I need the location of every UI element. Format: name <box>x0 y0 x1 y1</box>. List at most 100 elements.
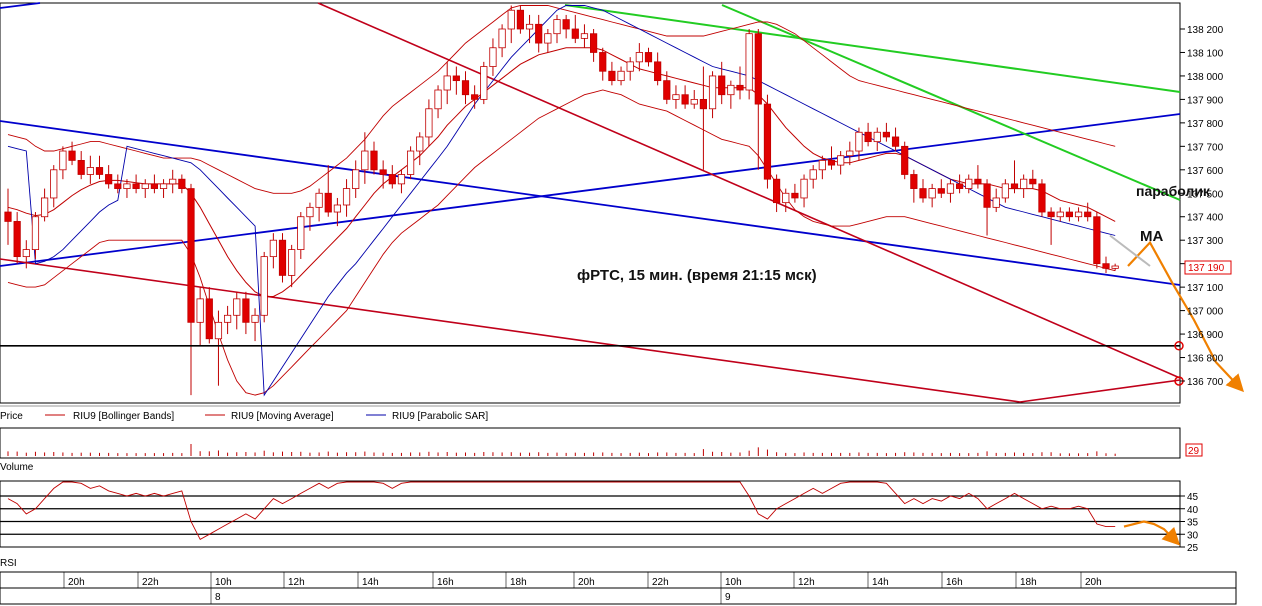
candle-body <box>178 178 186 189</box>
candle-body <box>1029 178 1037 185</box>
time-tick-label: 20h <box>1085 577 1102 588</box>
candle-body <box>507 9 515 30</box>
candle-body <box>580 33 589 39</box>
candle-body <box>141 183 149 189</box>
candle-body <box>901 145 909 175</box>
candle-body <box>516 9 525 30</box>
candle-body <box>251 314 259 323</box>
candle-body <box>1102 263 1110 269</box>
candle-body <box>1020 178 1028 189</box>
candle-body <box>535 23 543 44</box>
trendline-green-2 <box>721 4 1181 201</box>
candle-body <box>1065 211 1073 218</box>
candles <box>4 5 1119 396</box>
candle-body <box>525 23 534 30</box>
time-axis: 20h 22h 10h 12h 14h 16h 18h 20h 22h 10h 12h 14h 16h 1… <box>0 571 1237 605</box>
candle-body <box>86 167 94 175</box>
candle-body <box>699 99 708 110</box>
volume-pane: 29 Volume <box>0 427 1203 473</box>
candle-body <box>690 99 698 105</box>
candle-body <box>956 183 964 189</box>
candle-body <box>333 204 342 213</box>
candle-body <box>590 33 598 53</box>
volume-label: Volume <box>0 462 34 473</box>
candle-body <box>1093 216 1101 265</box>
candle-body <box>59 150 67 171</box>
candle-body <box>644 52 653 63</box>
volume-bars <box>7 444 1116 456</box>
chart-annotation: фРТС, 15 мин. (время 21:15 мск) <box>577 267 817 284</box>
candle-body <box>1010 183 1019 189</box>
price-axis: 138 200 138 100 138 000 137 900 137 800 137 7… <box>1180 25 1224 388</box>
price-tick-label: 137 000 <box>1187 307 1224 318</box>
time-tick-label: 22h <box>652 577 669 588</box>
ma-projection-line <box>1109 234 1151 267</box>
candle-body <box>68 150 76 161</box>
price-tick-label: 137 900 <box>1187 95 1224 106</box>
candle-body <box>635 52 643 63</box>
candle-body <box>397 174 406 185</box>
trendline-green-1 <box>564 4 1181 93</box>
price-tick-label: 136 900 <box>1187 330 1224 341</box>
candle-body <box>205 298 213 340</box>
rsi-tick-label: 45 <box>1187 492 1199 503</box>
current-price-label: 137 190 <box>1188 263 1225 274</box>
candle-body <box>452 75 460 82</box>
ma-label: МА <box>1140 228 1163 245</box>
candle-body <box>745 33 753 91</box>
time-tick-label: 20h <box>68 577 85 588</box>
candle-body <box>297 216 305 250</box>
candle-body <box>379 169 387 175</box>
candle-body <box>928 188 936 199</box>
candle-body <box>306 206 314 218</box>
candle-body <box>105 174 113 185</box>
trendline-red-upper <box>317 2 1181 379</box>
current-price-tag: 137 190 <box>1184 260 1232 275</box>
candle-body <box>736 84 744 91</box>
candle-body <box>425 108 433 138</box>
candle-body <box>269 239 277 258</box>
candle-body <box>41 197 49 218</box>
candle-body <box>827 160 836 166</box>
candle-body <box>150 183 158 189</box>
rsi-line <box>7 481 1181 546</box>
candle-body <box>95 167 104 175</box>
candle-body <box>708 75 717 110</box>
time-tick-label: 14h <box>362 577 379 588</box>
legend-sar: RIU9 [Parabolic SAR] <box>392 411 488 422</box>
candle-body <box>800 178 808 199</box>
volume-value-label: 29 <box>1188 446 1200 457</box>
candle-body <box>434 89 442 110</box>
time-tick-label: 10h <box>215 577 232 588</box>
price-tick-label: 137 600 <box>1187 166 1224 177</box>
candle-body <box>196 298 204 323</box>
rsi-tick-label: 30 <box>1187 530 1199 541</box>
candle-body <box>461 80 470 96</box>
candle-body <box>352 169 360 189</box>
price-tick-label: 137 500 <box>1187 189 1224 200</box>
candle-body <box>1084 211 1092 218</box>
candle-body <box>288 249 296 276</box>
rsi-levels <box>0 495 1180 535</box>
price-forecast-arrow <box>1127 240 1245 393</box>
candle-body <box>31 216 40 250</box>
rsi-tick-label: 40 <box>1187 505 1199 516</box>
candle-body <box>77 160 85 175</box>
candle-body <box>370 150 378 171</box>
rsi-tick-label: 25 <box>1187 543 1199 554</box>
rsi-path <box>7 481 1116 541</box>
candle-body <box>1047 211 1055 218</box>
candle-body <box>544 33 552 44</box>
legend-price: Price <box>0 411 23 422</box>
candle-body <box>50 169 58 199</box>
horizontal-levels <box>0 341 1184 386</box>
parabolic-sar-path <box>7 5 1116 397</box>
bollinger-upper-line <box>7 5 1116 194</box>
candle-body <box>498 28 506 49</box>
candle-body <box>773 178 781 204</box>
rsi-forecast-arrow <box>1123 520 1181 546</box>
parabolic-sar-line <box>7 5 1116 397</box>
candle-body <box>562 19 570 30</box>
